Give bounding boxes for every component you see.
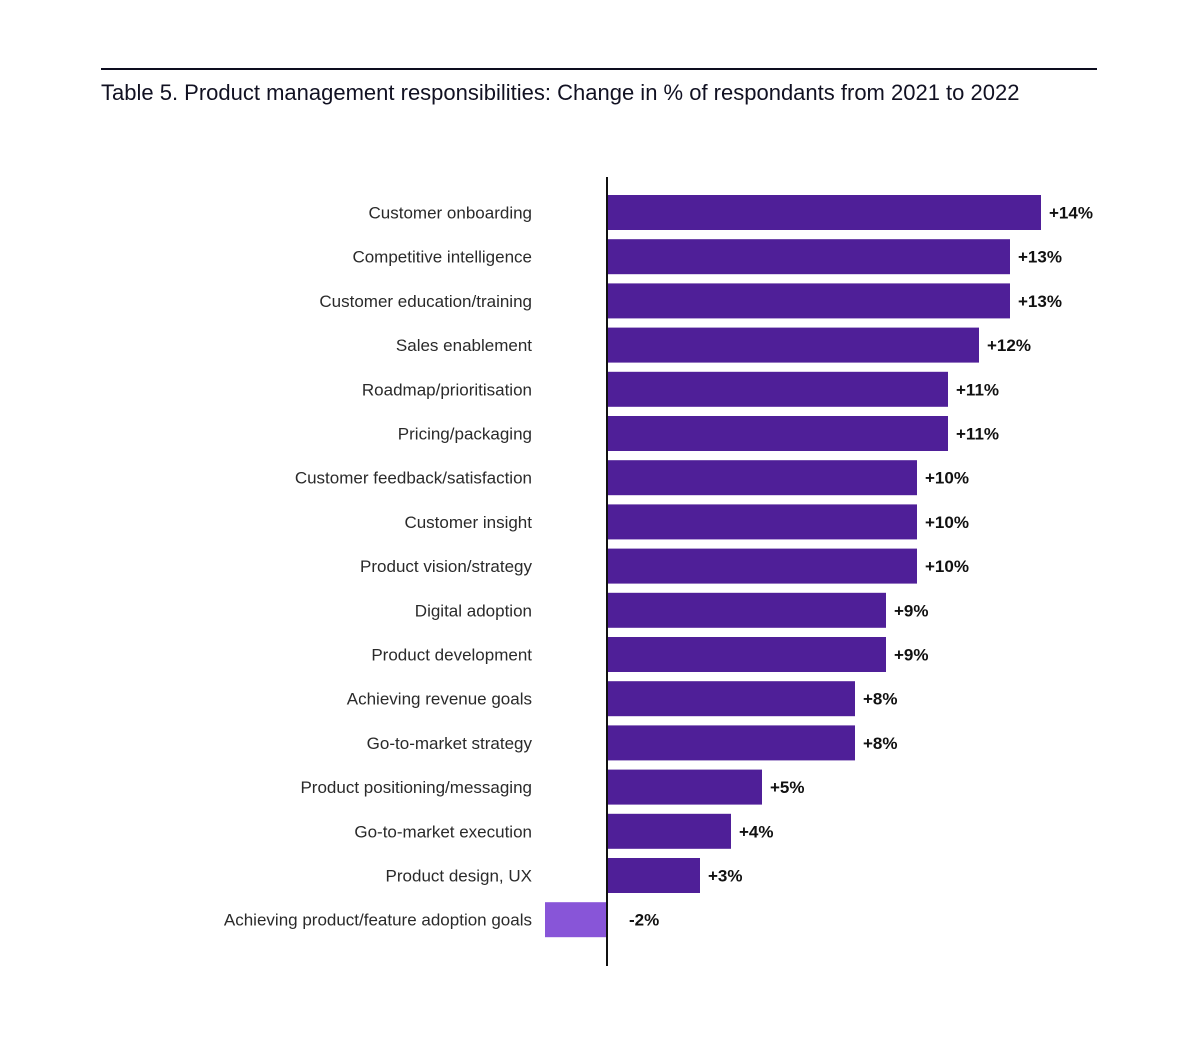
- value-label: +9%: [894, 646, 929, 665]
- category-label: Customer education/training: [319, 292, 532, 311]
- value-label: +3%: [708, 867, 743, 886]
- bar: [607, 637, 886, 672]
- bar: [607, 504, 917, 540]
- bar: [607, 416, 948, 451]
- bar: [607, 725, 855, 761]
- value-label: +11%: [956, 380, 999, 399]
- category-label: Product design, UX: [386, 867, 532, 886]
- value-label: +9%: [894, 601, 929, 620]
- value-label: +4%: [739, 822, 774, 841]
- value-labels-group: +14% +13% +13% +12% +11% +11% +10% +10% +10% +9% +…: [629, 204, 1093, 930]
- category-label: Customer onboarding: [369, 204, 532, 223]
- category-label: Competitive intelligence: [352, 248, 532, 267]
- value-label: +10%: [925, 469, 969, 488]
- category-label: Customer insight: [404, 513, 532, 532]
- bar: [607, 283, 1010, 319]
- bar: [607, 195, 1041, 230]
- category-label: Product vision/strategy: [360, 557, 532, 576]
- value-label: +8%: [863, 734, 898, 753]
- bar: [607, 371, 948, 407]
- bar: [607, 327, 979, 363]
- value-label: +10%: [925, 513, 969, 532]
- category-label: Digital adoption: [415, 601, 532, 620]
- value-label: +13%: [1018, 292, 1062, 311]
- bar: [607, 460, 917, 496]
- value-label: +14%: [1049, 204, 1093, 223]
- bars-group: [545, 195, 1041, 938]
- chart-title: Table 5. Product management responsibili…: [101, 80, 1020, 105]
- bar: [545, 902, 607, 938]
- value-label: -2%: [629, 911, 659, 930]
- value-label: +12%: [987, 336, 1031, 355]
- bar: [607, 858, 700, 893]
- value-label: +10%: [925, 557, 969, 576]
- category-label: Sales enablement: [396, 336, 532, 355]
- category-label: Product development: [371, 646, 532, 665]
- bar: [607, 813, 731, 849]
- category-label: Go-to-market strategy: [367, 734, 533, 753]
- category-labels-group: Customer onboarding Competitive intellige…: [224, 204, 533, 930]
- title-rule: [101, 68, 1097, 70]
- value-label: +11%: [956, 425, 999, 444]
- category-label: Go-to-market execution: [354, 822, 532, 841]
- category-label: Roadmap/prioritisation: [362, 380, 532, 399]
- category-label: Product positioning/messaging: [300, 778, 532, 797]
- category-label: Achieving revenue goals: [347, 690, 532, 709]
- value-label: +8%: [863, 690, 898, 709]
- category-label: Customer feedback/satisfaction: [295, 469, 532, 488]
- bar: [607, 681, 855, 717]
- bar: [607, 239, 1010, 275]
- value-label: +13%: [1018, 248, 1062, 267]
- bar: [607, 592, 886, 628]
- bar: [607, 548, 917, 584]
- category-label: Achieving product/feature adoption goals: [224, 911, 532, 930]
- category-label: Pricing/packaging: [398, 425, 532, 444]
- bar: [607, 769, 762, 805]
- value-label: +5%: [770, 778, 805, 797]
